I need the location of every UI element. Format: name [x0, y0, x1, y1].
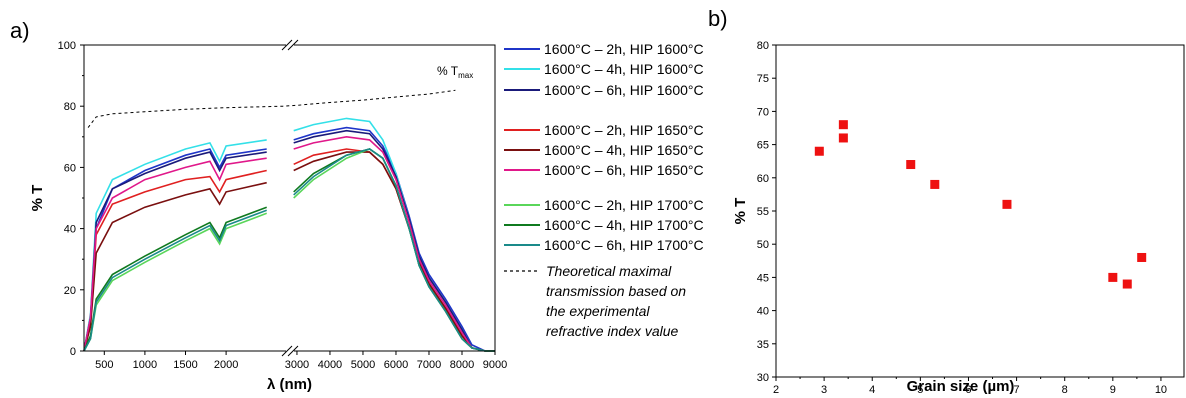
xtick-label-b: 2 — [773, 384, 779, 396]
panel-a-label: a) — [10, 18, 30, 43]
series-line-9-a — [83, 209, 267, 352]
break-slash-bottom-1 — [281, 345, 293, 357]
xtick-label-b: 5 — [917, 384, 923, 396]
scatter-point-4 — [906, 160, 916, 170]
xtick-label-a: 3000 — [285, 359, 309, 371]
axis-break-mark — [281, 39, 299, 357]
legend-label-4: 1600°C – 2h, HIP 1650°C — [544, 122, 704, 138]
ytick-label-b: 50 — [757, 239, 769, 251]
scatter-point-5 — [930, 179, 940, 189]
series-line-9-b — [293, 148, 495, 352]
xtick-label-b: 3 — [821, 384, 827, 396]
ytick-label-b: 35 — [757, 339, 769, 351]
ytick-label-b: 45 — [757, 272, 769, 284]
xtick-label-b: 6 — [965, 384, 971, 396]
xtick-label-b: 4 — [869, 384, 875, 396]
xtick-label-a: 5000 — [351, 359, 375, 371]
panel-b-label: b) — [708, 6, 728, 31]
tmax-annotation-text: % T — [437, 64, 459, 78]
x-axis-title-b: Grain size (µm) — [907, 378, 1015, 395]
series-line-7-a — [83, 212, 267, 352]
legend-theoretical-line-2: transmission based on — [546, 283, 686, 299]
ytick-label-a: 60 — [64, 162, 76, 174]
scatter-point-7 — [1108, 272, 1118, 282]
scatter-point-1 — [814, 146, 824, 156]
xtick-label-a: 1000 — [133, 359, 157, 371]
xtick-label-a: 500 — [95, 359, 113, 371]
ytick-label-b: 70 — [757, 106, 769, 118]
plot-a-ticks: 0 20 40 60 80 100 500 1000 1500 2000 3000 4000 5000 6… — [58, 40, 508, 371]
ytick-label-a: 20 — [64, 285, 76, 297]
y-axis-title-b: % T — [732, 198, 749, 225]
scatter-points-group — [814, 120, 1147, 289]
break-slash-bottom-2 — [287, 345, 299, 357]
tmax-annotation: % Tmax — [437, 64, 473, 80]
ytick-label-a: 100 — [58, 40, 76, 52]
ytick-label-a: 0 — [70, 346, 76, 358]
xtick-label-b: 10 — [1155, 384, 1167, 396]
legend-theoretical-line-1: Theoretical maximal — [546, 263, 672, 279]
scatter-point-6 — [1002, 199, 1012, 209]
theoretical-max-curve — [87, 89, 456, 128]
ytick-label-b: 55 — [757, 206, 769, 218]
legend-theoretical-line-4: refractive index value — [546, 323, 679, 339]
legend-theoretical-line-3: the experimental — [546, 303, 650, 319]
legend-label-3: 1600°C – 6h, HIP 1600°C — [544, 82, 704, 98]
legend-a: 1600°C – 2h, HIP 1600°C 1600°C – 4h, HIP … — [504, 41, 704, 339]
scatter-point-8 — [1122, 279, 1132, 289]
legend-label-5: 1600°C – 4h, HIP 1650°C — [544, 142, 704, 158]
series-line-8-b — [293, 148, 495, 352]
x-axis-title-a: λ (nm) — [267, 376, 312, 393]
legend-label-9: 1600°C – 6h, HIP 1700°C — [544, 237, 704, 253]
ytick-label-b: 40 — [757, 306, 769, 318]
series-line-1-a — [83, 148, 267, 352]
xtick-label-a: 4000 — [318, 359, 342, 371]
series-line-7-b — [293, 148, 495, 352]
plot-b-frame — [775, 44, 1185, 378]
scatter-point-9 — [1137, 252, 1147, 262]
ytick-label-b: 60 — [757, 173, 769, 185]
series-line-5-a — [83, 181, 267, 352]
ytick-label-b: 80 — [757, 40, 769, 52]
xtick-label-a: 6000 — [384, 359, 408, 371]
break-gap-bottom — [286, 345, 294, 357]
break-slash-top-1 — [281, 39, 293, 51]
xtick-label-b: 8 — [1062, 384, 1068, 396]
legend-label-6: 1600°C – 6h, HIP 1650°C — [544, 162, 704, 178]
series-line-6-a — [83, 157, 267, 352]
xtick-label-a: 2000 — [214, 359, 238, 371]
y-axis-title-a: % T — [29, 185, 46, 212]
ytick-label-b: 30 — [757, 372, 769, 384]
xtick-label-b: 9 — [1110, 384, 1116, 396]
ytick-label-b: 75 — [757, 73, 769, 85]
xtick-label-a: 9000 — [483, 359, 507, 371]
series-line-3-b — [293, 129, 495, 352]
tmax-annotation-sub: max — [458, 71, 473, 80]
legend-label-2: 1600°C – 4h, HIP 1600°C — [544, 61, 704, 77]
plot-a-frame — [83, 44, 496, 352]
series-line-1-b — [293, 126, 495, 352]
series-line-4-b — [293, 148, 495, 352]
spectra-series-group — [83, 117, 495, 352]
break-slash-top-2 — [287, 39, 299, 51]
xtick-label-a: 7000 — [417, 359, 441, 371]
legend-label-8: 1600°C – 4h, HIP 1700°C — [544, 217, 704, 233]
scatter-point-2 — [838, 120, 848, 130]
xtick-label-a: 1500 — [173, 359, 197, 371]
xtick-label-b: 7 — [1014, 384, 1020, 396]
break-gap-top — [286, 39, 294, 51]
xtick-label-a: 8000 — [450, 359, 474, 371]
ytick-label-a: 80 — [64, 101, 76, 113]
legend-label-7: 1600°C – 2h, HIP 1700°C — [544, 197, 704, 213]
scatter-point-3 — [838, 133, 848, 143]
ytick-label-a: 40 — [64, 224, 76, 236]
legend-label-1: 1600°C – 2h, HIP 1600°C — [544, 41, 704, 57]
theoretical-line — [87, 89, 456, 128]
panel-a-chart: a) 0 20 40 60 80 100 500 1000 1500 2000 3000 4000 50… — [10, 18, 704, 393]
ytick-label-b: 65 — [757, 140, 769, 152]
